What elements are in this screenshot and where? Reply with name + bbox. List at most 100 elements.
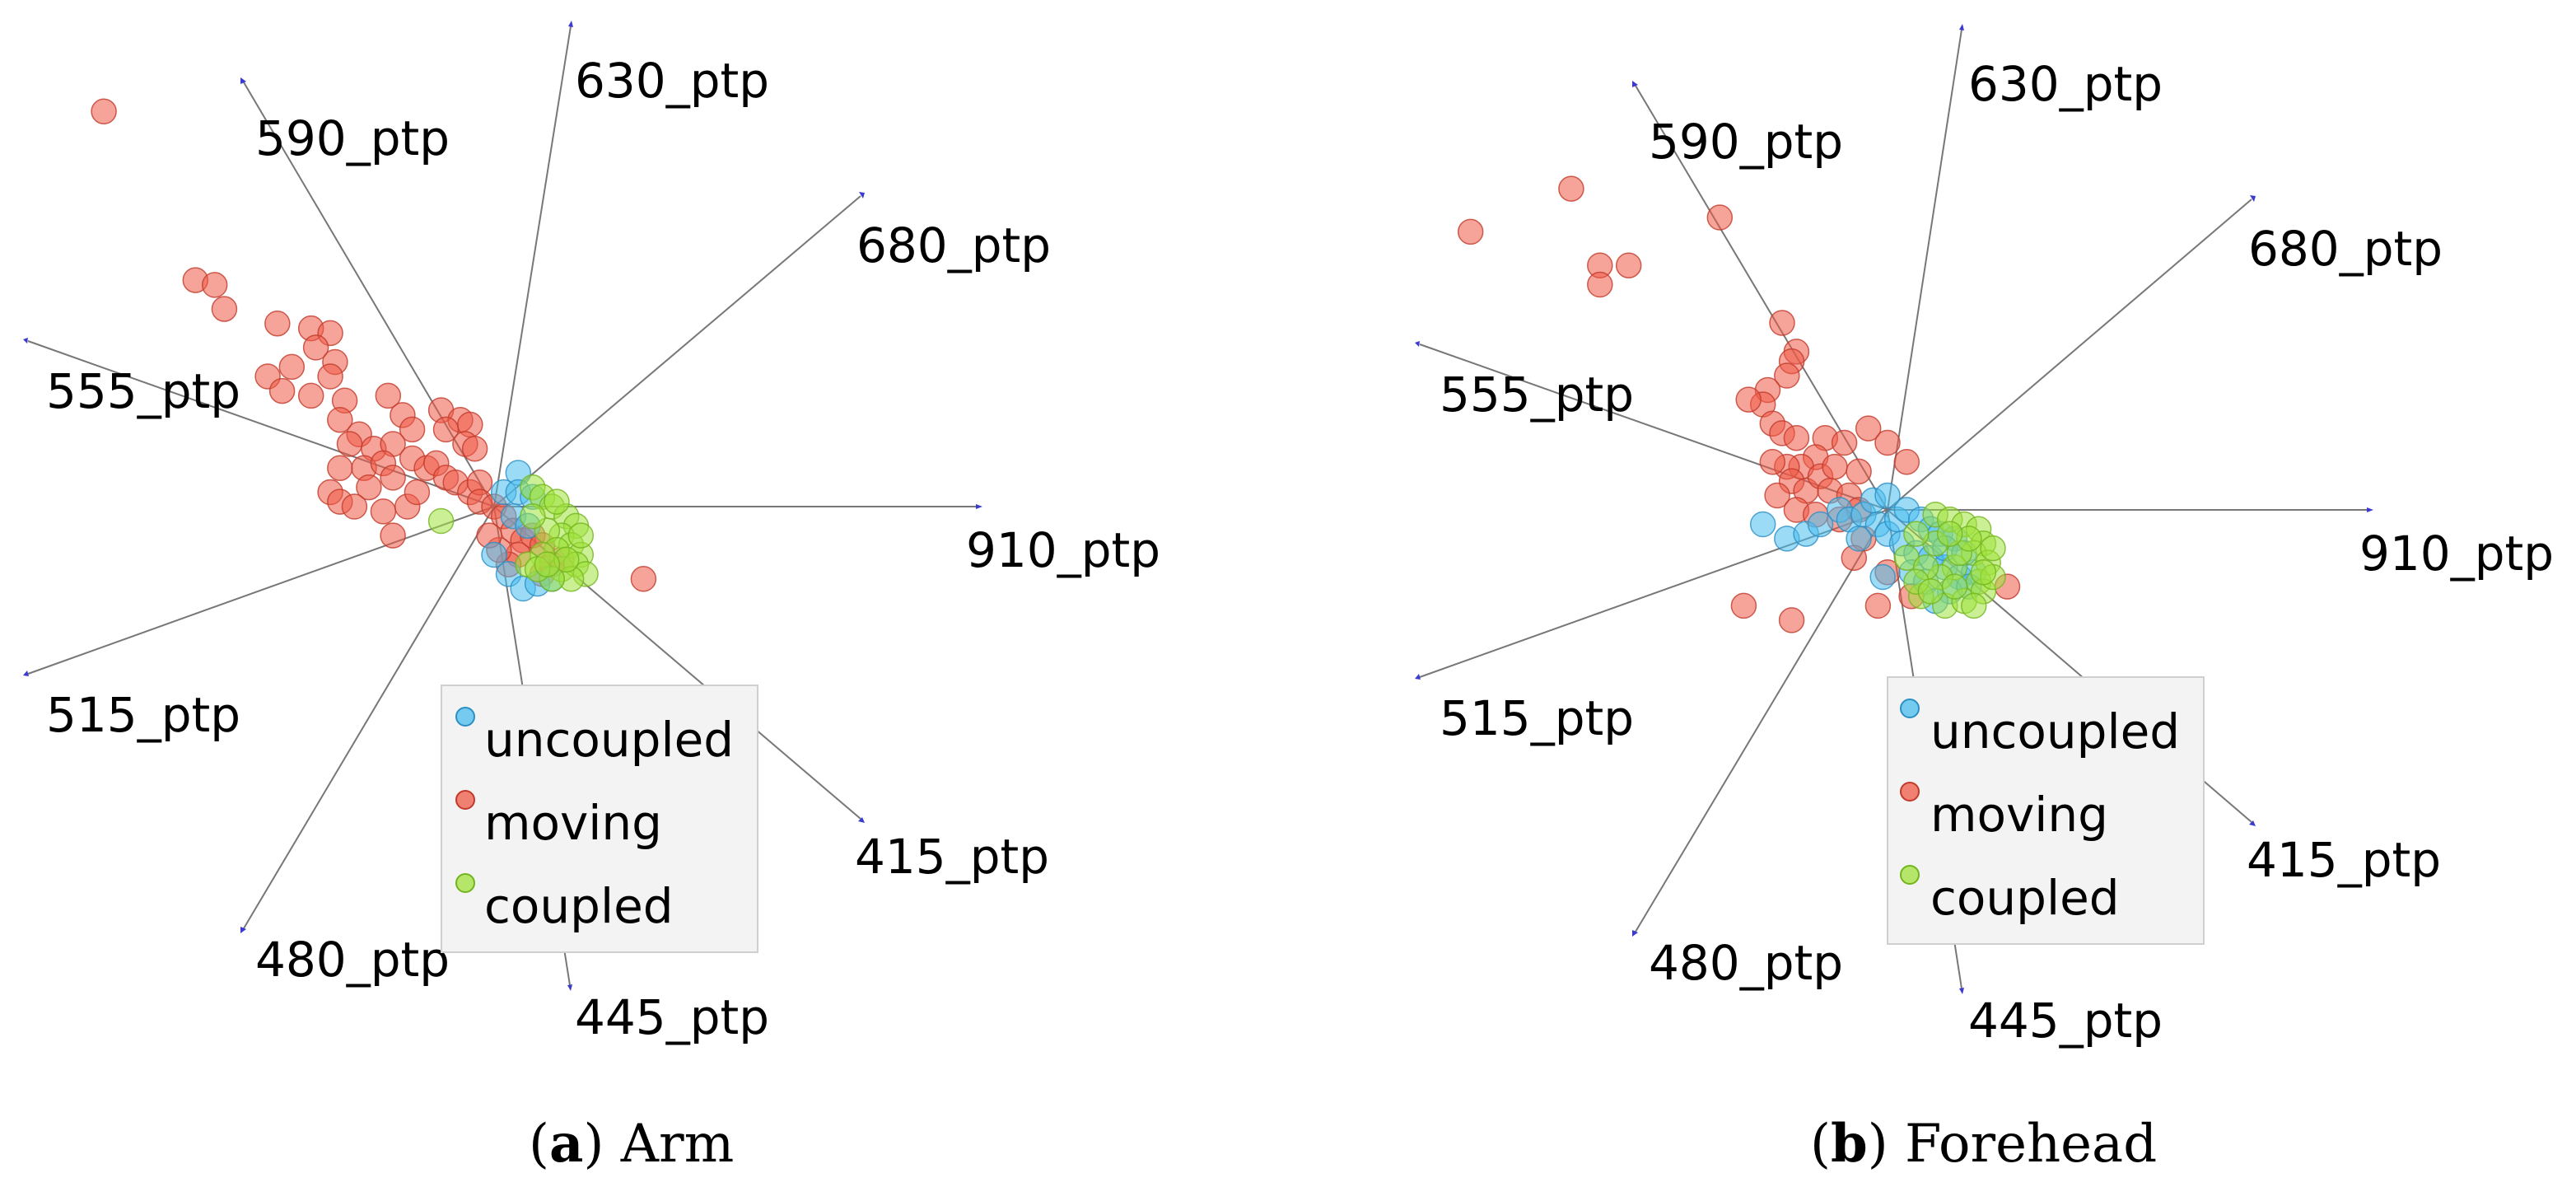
legend-label-uncoupled: uncoupled bbox=[484, 712, 734, 768]
legend-label-moving: moving bbox=[1930, 787, 2108, 843]
data-point-moving bbox=[1735, 386, 1762, 413]
panel-caption: (b) Forehead bbox=[1810, 1113, 2157, 1175]
anchor-axis-555 bbox=[23, 338, 495, 507]
data-point-moving bbox=[375, 382, 402, 409]
data-point-moving bbox=[1864, 592, 1892, 619]
anchor-axis-680 bbox=[493, 192, 865, 507]
data-point-moving bbox=[327, 406, 353, 433]
data-point-moving bbox=[356, 474, 382, 501]
data-point-moving bbox=[1764, 482, 1790, 509]
data-point-moving bbox=[432, 416, 460, 443]
data-point-moving bbox=[1774, 362, 1800, 389]
legend-marker-uncoupled bbox=[455, 707, 475, 727]
anchor-label-515: 515_ptp bbox=[46, 687, 240, 743]
anchor-label-445: 445_ptp bbox=[1968, 993, 2163, 1049]
data-point-moving bbox=[317, 363, 343, 390]
data-point-uncoupled bbox=[1749, 511, 1776, 538]
data-point-coupled bbox=[1941, 573, 1968, 600]
panel-forehead: 910_ptp 680_ptp 630_ptp 590_ptp 555_ptp … bbox=[1415, 24, 2554, 1175]
anchor-label-630: 630_ptp bbox=[1968, 56, 2163, 112]
panel-letter: b bbox=[1831, 1113, 1868, 1175]
data-point-moving bbox=[1615, 252, 1642, 278]
data-point-moving bbox=[1587, 271, 1613, 298]
anchor-label-555: 555_ptp bbox=[1440, 367, 1634, 423]
data-point-moving bbox=[91, 98, 117, 125]
legend-marker-uncoupled bbox=[1900, 699, 1920, 718]
data-point-moving bbox=[268, 377, 296, 404]
data-point-moving bbox=[336, 431, 363, 457]
legend: uncoupled moving coupled bbox=[441, 685, 758, 953]
legend-marker-moving bbox=[1900, 782, 1920, 801]
data-point-moving bbox=[327, 455, 353, 481]
panel-title: Arm bbox=[620, 1114, 735, 1175]
data-point-uncoupled bbox=[1846, 526, 1872, 552]
data-point-moving bbox=[399, 416, 426, 443]
anchor-label-590: 590_ptp bbox=[1649, 114, 1843, 170]
data-point-moving bbox=[1893, 449, 1920, 475]
data-point-moving bbox=[1759, 449, 1786, 475]
panel-caption: (a) Arm bbox=[529, 1113, 734, 1175]
data-point-moving bbox=[1831, 429, 1858, 456]
data-point-coupled bbox=[427, 507, 455, 535]
panel-arm: 910_ptp 680_ptp 630_ptp 590_ptp 555_ptp … bbox=[23, 21, 1160, 1175]
data-point-coupled bbox=[534, 551, 561, 577]
legend: uncoupled moving coupled bbox=[1887, 676, 2205, 945]
panel-title: Forehead bbox=[1905, 1114, 2157, 1175]
data-point-moving bbox=[297, 382, 324, 409]
data-point-moving bbox=[1706, 204, 1734, 231]
anchor-label-630: 630_ptp bbox=[575, 53, 769, 109]
anchor-label-415: 415_ptp bbox=[2247, 832, 2441, 888]
anchor-labels: 910_ptp 680_ptp 630_ptp 590_ptp 555_ptp … bbox=[1440, 56, 2554, 1049]
anchor-labels: 910_ptp 680_ptp 630_ptp 590_ptp 555_ptp … bbox=[46, 53, 1160, 1045]
anchor-axis-480 bbox=[240, 506, 495, 933]
data-point-moving bbox=[1778, 607, 1805, 633]
anchor-axis-910 bbox=[1888, 507, 2373, 512]
anchor-label-555: 555_ptp bbox=[46, 363, 240, 419]
anchor-axis-630 bbox=[493, 21, 573, 507]
data-point-coupled bbox=[1903, 521, 1930, 547]
data-point-moving bbox=[380, 522, 406, 549]
data-point-moving bbox=[1822, 453, 1848, 480]
radviz-axes bbox=[23, 21, 982, 991]
anchor-label-480: 480_ptp bbox=[255, 932, 450, 988]
data-point-moving bbox=[201, 272, 228, 298]
data-point-uncoupled bbox=[1869, 563, 1896, 591]
data-point-moving bbox=[302, 334, 329, 361]
data-point-moving bbox=[341, 493, 368, 520]
scatter-points bbox=[91, 98, 657, 602]
data-point-moving bbox=[1783, 424, 1810, 451]
legend-marker-moving bbox=[455, 790, 475, 810]
anchor-label-515: 515_ptp bbox=[1440, 690, 1634, 746]
anchor-label-910: 910_ptp bbox=[966, 522, 1160, 578]
legend-box bbox=[1887, 676, 2205, 945]
anchor-axis-680 bbox=[1887, 195, 2256, 511]
data-point-moving bbox=[370, 498, 397, 525]
legend-label-coupled: coupled bbox=[484, 878, 674, 934]
data-point-moving bbox=[1874, 429, 1901, 456]
data-point-coupled bbox=[567, 522, 595, 549]
data-point-coupled bbox=[520, 502, 546, 530]
anchor-label-590: 590_ptp bbox=[255, 110, 450, 166]
anchor-label-445: 445_ptp bbox=[575, 989, 769, 1045]
anchor-label-415: 415_ptp bbox=[855, 829, 1049, 885]
data-point-moving bbox=[1846, 458, 1872, 485]
anchor-label-910: 910_ptp bbox=[2359, 526, 2554, 582]
anchor-axis-515 bbox=[23, 506, 495, 676]
anchor-axis-630 bbox=[1887, 24, 1964, 511]
data-point-uncoupled bbox=[481, 541, 507, 568]
legend-box bbox=[441, 685, 758, 953]
legend-label-uncoupled: uncoupled bbox=[1930, 703, 2180, 759]
data-point-coupled bbox=[1961, 592, 1987, 619]
legend-label-coupled: coupled bbox=[1930, 870, 2120, 926]
data-point-moving bbox=[211, 296, 238, 322]
data-point-coupled bbox=[1970, 558, 1997, 586]
data-point-moving bbox=[404, 479, 431, 506]
anchor-axis-480 bbox=[1632, 509, 1888, 937]
data-point-moving bbox=[630, 566, 657, 592]
anchor-label-480: 480_ptp bbox=[1649, 935, 1843, 991]
data-point-moving bbox=[461, 436, 488, 462]
data-point-moving bbox=[264, 310, 291, 337]
anchor-label-680: 680_ptp bbox=[856, 217, 1051, 273]
data-point-moving bbox=[278, 353, 306, 381]
